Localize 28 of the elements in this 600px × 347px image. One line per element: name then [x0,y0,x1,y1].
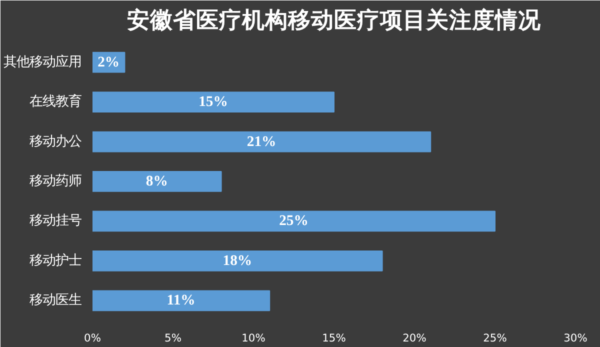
x-tick-label: 20% [402,332,426,344]
x-tick-label: 30% [564,332,588,344]
data-label: 21% [246,134,276,150]
y-tick-label: 其他移动应用 [4,54,82,70]
bar [92,92,334,112]
x-tick-label: 5% [164,332,182,344]
data-label: 15% [198,94,228,110]
bar [92,131,432,152]
x-tick-label: 25% [483,332,507,344]
y-tick-label: 移动护士 [30,253,82,268]
bar [92,290,270,312]
data-label: 11% [166,292,196,309]
data-label: 18% [222,252,252,269]
bar [92,250,383,272]
x-tick-label: 0% [84,332,101,344]
data-label: 8% [146,173,168,190]
y-tick-label: 在线教育 [30,94,82,110]
x-tick-label: 15% [322,332,346,344]
x-tick-label: 10% [242,332,266,344]
y-tick-label: 移动办公 [30,134,82,150]
y-tick-label: 移动药师 [30,174,82,189]
bar [92,210,496,232]
chart-title: 安徽省医疗机构移动医疗项目关注度情况 [127,6,542,34]
bar [92,171,222,192]
y-tick-label: 移动医生 [30,293,82,308]
y-tick-label: 移动挂号 [30,214,82,229]
data-label: 2% [98,54,120,70]
data-label: 25% [279,213,308,230]
